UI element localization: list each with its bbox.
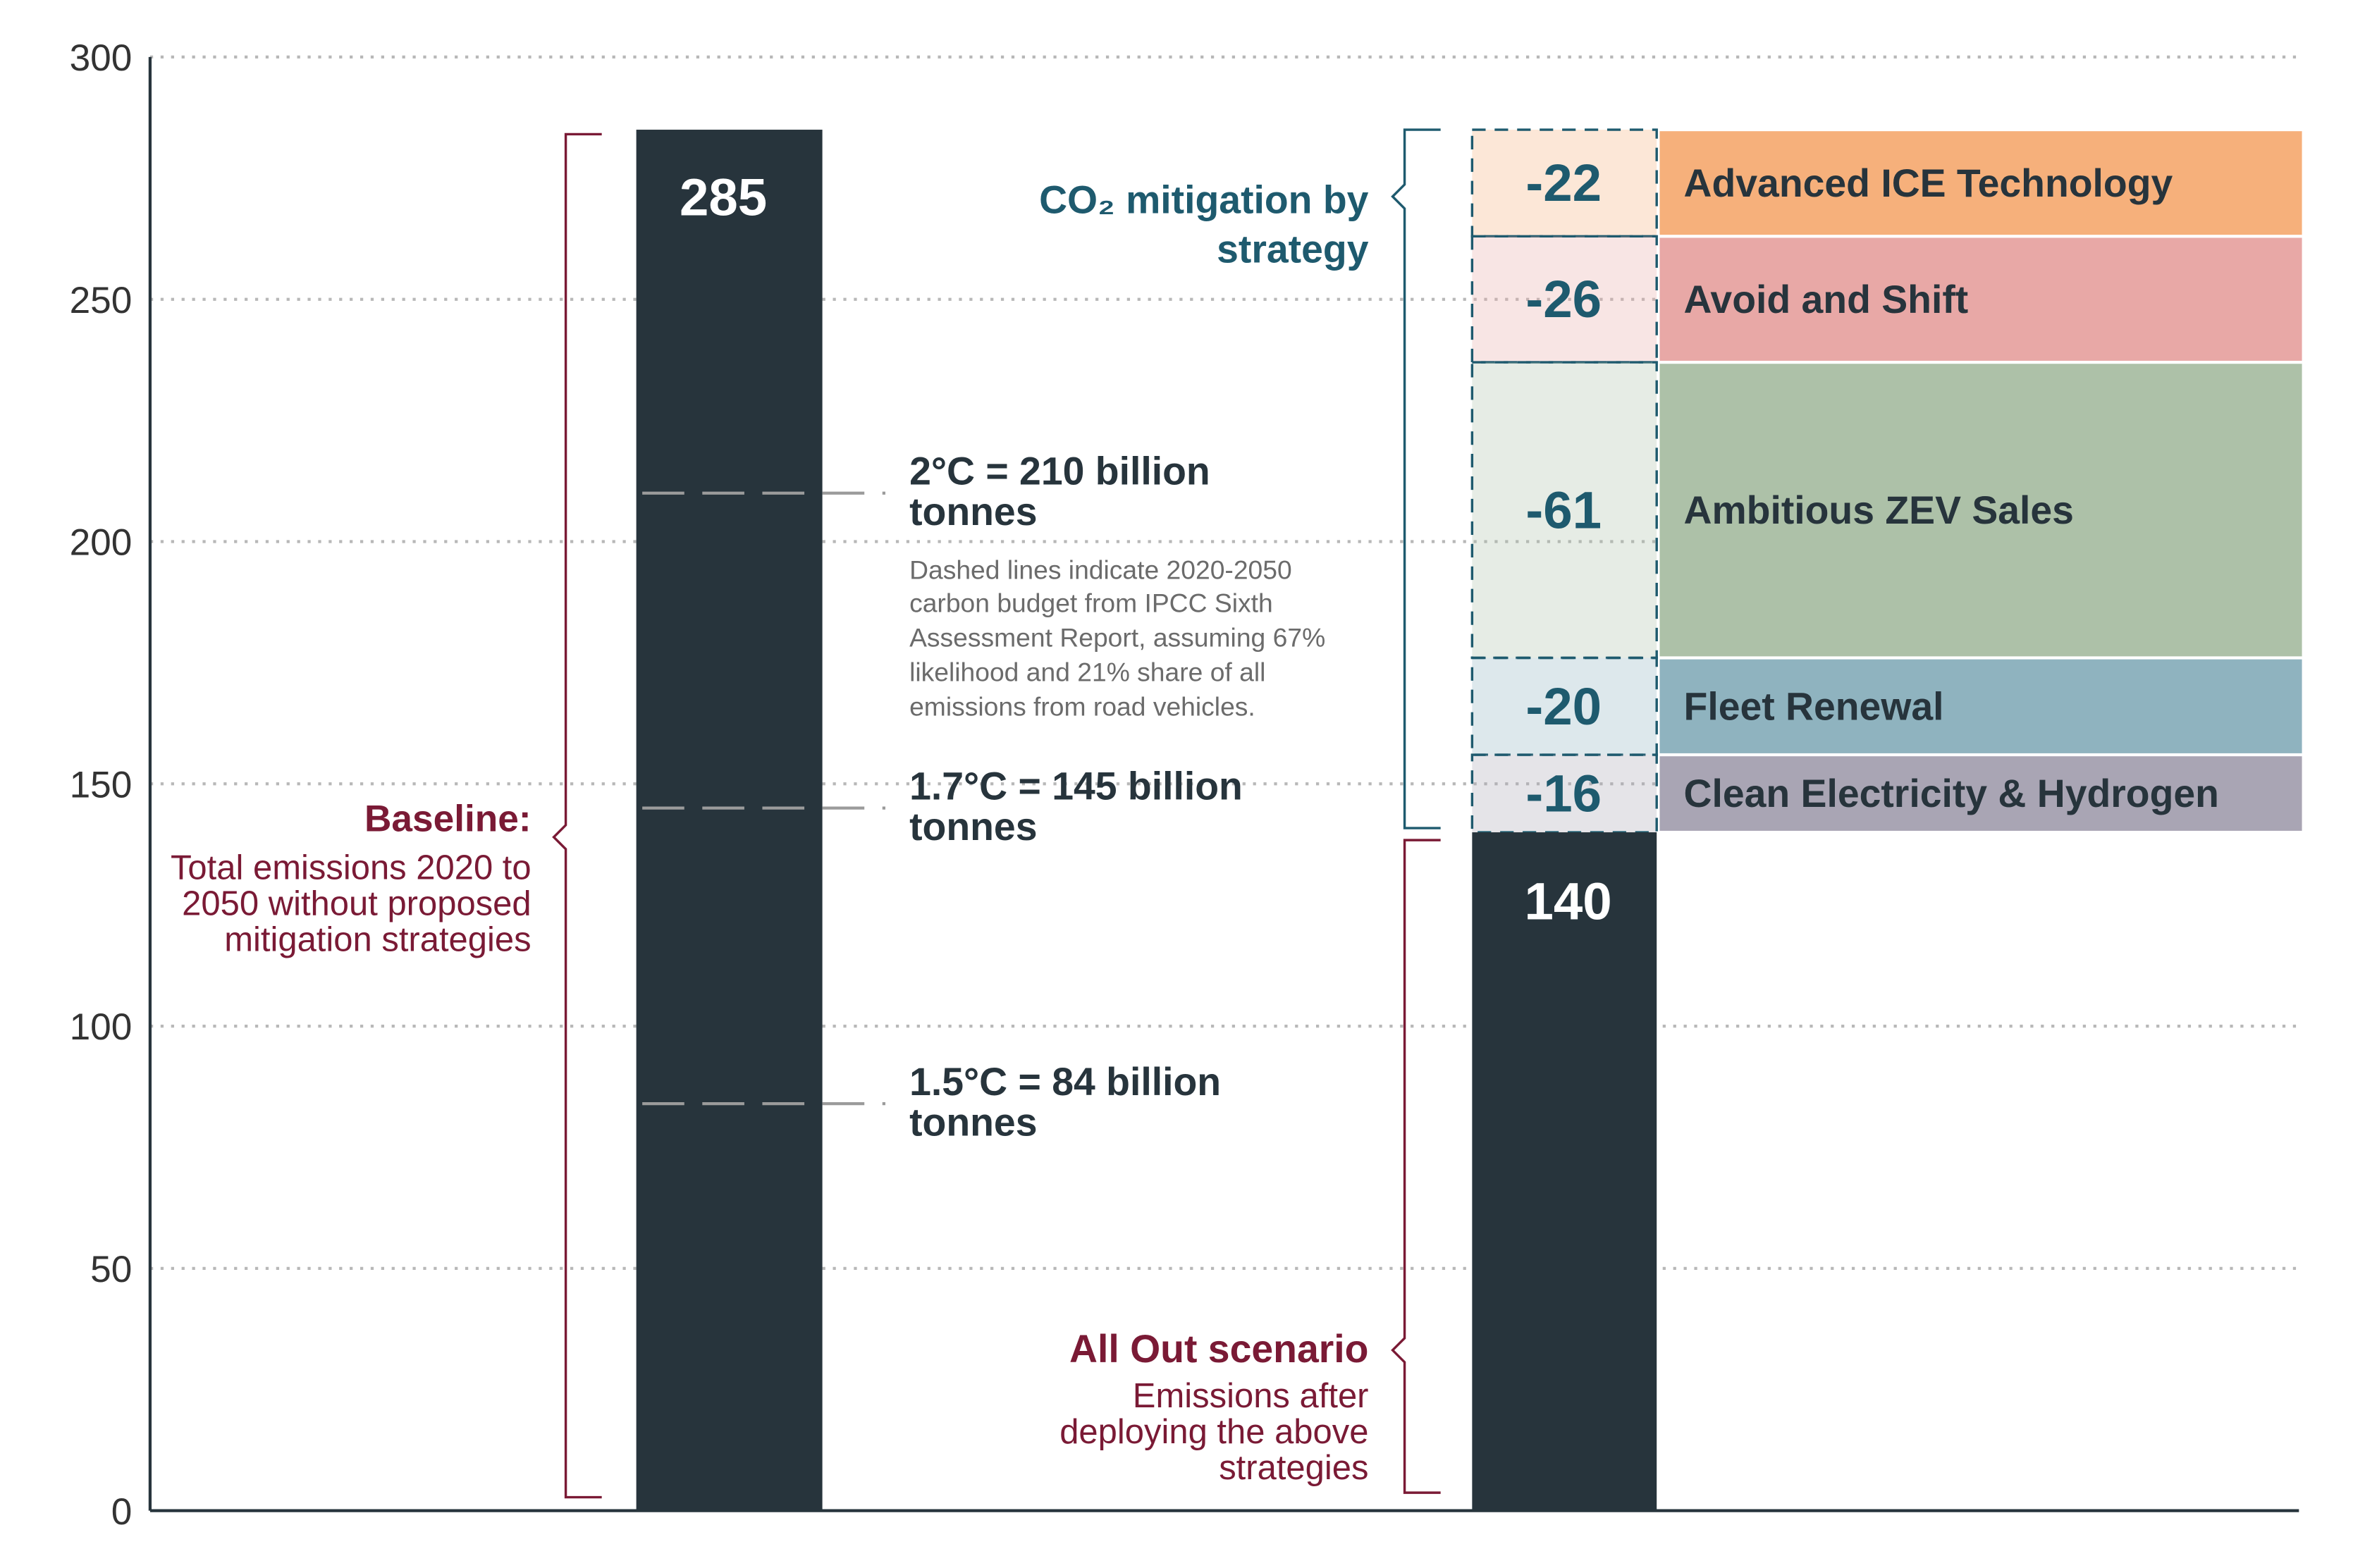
budget-label-box: 1.5°C = 84 billion tonnes xyxy=(909,1061,1222,1145)
y-tick-label: 0 xyxy=(111,1491,133,1533)
brace xyxy=(552,132,602,1499)
legend-label: Ambitious ZEV Sales xyxy=(1684,488,2074,532)
step-value-label: -61 xyxy=(1525,481,1602,539)
baseline-bar xyxy=(636,130,823,1511)
total-value-label: 140 xyxy=(1524,872,1611,931)
budget-label: 1.7°C = 145 billion tonnes xyxy=(909,766,1243,849)
step-legend-band xyxy=(1659,131,2302,235)
total-title: All Out scenario xyxy=(1069,1329,1369,1371)
legend-label: Avoid and Shift xyxy=(1684,278,1969,321)
budget-note-box: Dashed lines indicate 2020-2050 carbon b… xyxy=(909,554,1326,722)
baseline-text: Total emissions 2020 to 2050 without pro… xyxy=(170,848,532,959)
y-tick-label: 300 xyxy=(70,37,133,79)
step-bar xyxy=(1470,128,1658,238)
step-bar xyxy=(1470,235,1658,364)
steps-label-box: CO₂ mitigation by strategy xyxy=(1039,177,1369,271)
step-legend-band xyxy=(1659,364,2302,657)
legend-label: Advanced ICE Technology xyxy=(1684,161,2173,205)
baseline-value-label: 285 xyxy=(680,168,767,226)
step-bar xyxy=(1470,753,1658,834)
step-bar xyxy=(1470,361,1658,660)
y-tick-label: 200 xyxy=(70,522,133,564)
budget-label: 1.5°C = 84 billion tonnes xyxy=(909,1061,1222,1145)
y-tick-label: 250 xyxy=(70,280,133,321)
budget-label: 2°C = 210 billion tonnes xyxy=(909,451,1210,534)
legend-label: Clean Electricity & Hydrogen xyxy=(1684,772,2219,815)
y-tick-label: 100 xyxy=(70,1006,133,1048)
step-legend-band xyxy=(1659,756,2302,831)
step-value-label: -26 xyxy=(1525,270,1602,328)
y-tick-label: 150 xyxy=(70,764,133,805)
y-tick-label: 50 xyxy=(90,1249,132,1290)
step-value-label: -16 xyxy=(1525,765,1602,823)
baseline-title: Baseline: xyxy=(364,799,532,841)
budget-label-box: 1.7°C = 145 billion tonnes xyxy=(909,766,1243,849)
step-value-label: -22 xyxy=(1525,154,1602,212)
total-text: Emissions after deploying the above stra… xyxy=(1059,1377,1369,1488)
total-title-box: All Out scenario xyxy=(1069,1329,1369,1371)
total-bar xyxy=(1472,832,1657,1511)
baseline-text-box: Total emissions 2020 to 2050 without pro… xyxy=(170,848,532,959)
legend-label: Fleet Renewal xyxy=(1684,684,1944,728)
step-legend-band xyxy=(1659,237,2302,361)
budget-note: Dashed lines indicate 2020-2050 carbon b… xyxy=(909,554,1326,722)
brace xyxy=(1391,128,1441,829)
step-legend-band xyxy=(1659,659,2302,753)
budget-label-box: 2°C = 210 billion tonnes xyxy=(909,451,1210,534)
baseline-title-box: Baseline: xyxy=(364,799,532,841)
step-value-label: -20 xyxy=(1525,677,1602,736)
steps-label: CO₂ mitigation by strategy xyxy=(1039,177,1369,271)
total-text-box: Emissions after deploying the above stra… xyxy=(1059,1377,1369,1488)
brace xyxy=(1391,839,1441,1494)
step-bar xyxy=(1470,656,1658,756)
